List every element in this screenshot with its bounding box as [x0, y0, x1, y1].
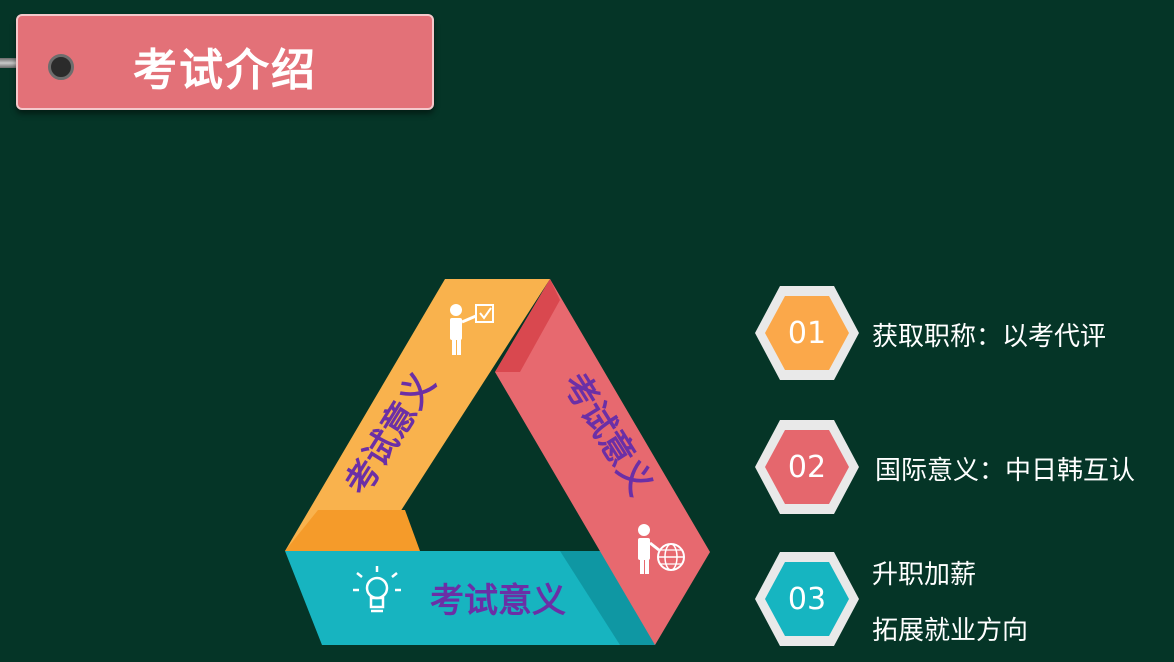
presenter-checklist-icon [450, 304, 494, 355]
hex-number: 01 [787, 315, 827, 351]
hex-badge-02: 02 [753, 418, 861, 516]
item-text-01: 获取职称：以考代评 [872, 322, 1107, 352]
hex-fill [765, 296, 849, 370]
hex-fill [765, 562, 849, 636]
item-text-03-line1: 升职加薪 [872, 560, 977, 590]
triangle-right-shade [495, 279, 560, 372]
lightbulb-icon [353, 566, 401, 613]
page-title: 考试介绍 [133, 45, 317, 96]
hex-number: 02 [787, 449, 827, 485]
triangle-bottom-band [285, 551, 655, 645]
triangle-bottom-label: 考试意义 [430, 581, 566, 621]
presenter-globe-icon [638, 524, 685, 574]
tag-hole [48, 54, 74, 80]
hex-badge-03: 03 [753, 550, 861, 648]
triangle-right-band [495, 279, 710, 645]
triangle-left-band [285, 279, 550, 551]
title-tag: 考试介绍 [16, 14, 434, 110]
item-text-02: 国际意义：中日韩互认 [875, 456, 1136, 486]
item-text-03-line2: 拓展就业方向 [872, 616, 1029, 646]
hex-number: 03 [787, 581, 827, 617]
hex-badge-01: 01 [753, 284, 861, 382]
hex-fill [765, 430, 849, 504]
triangle-left-shade [285, 510, 420, 551]
